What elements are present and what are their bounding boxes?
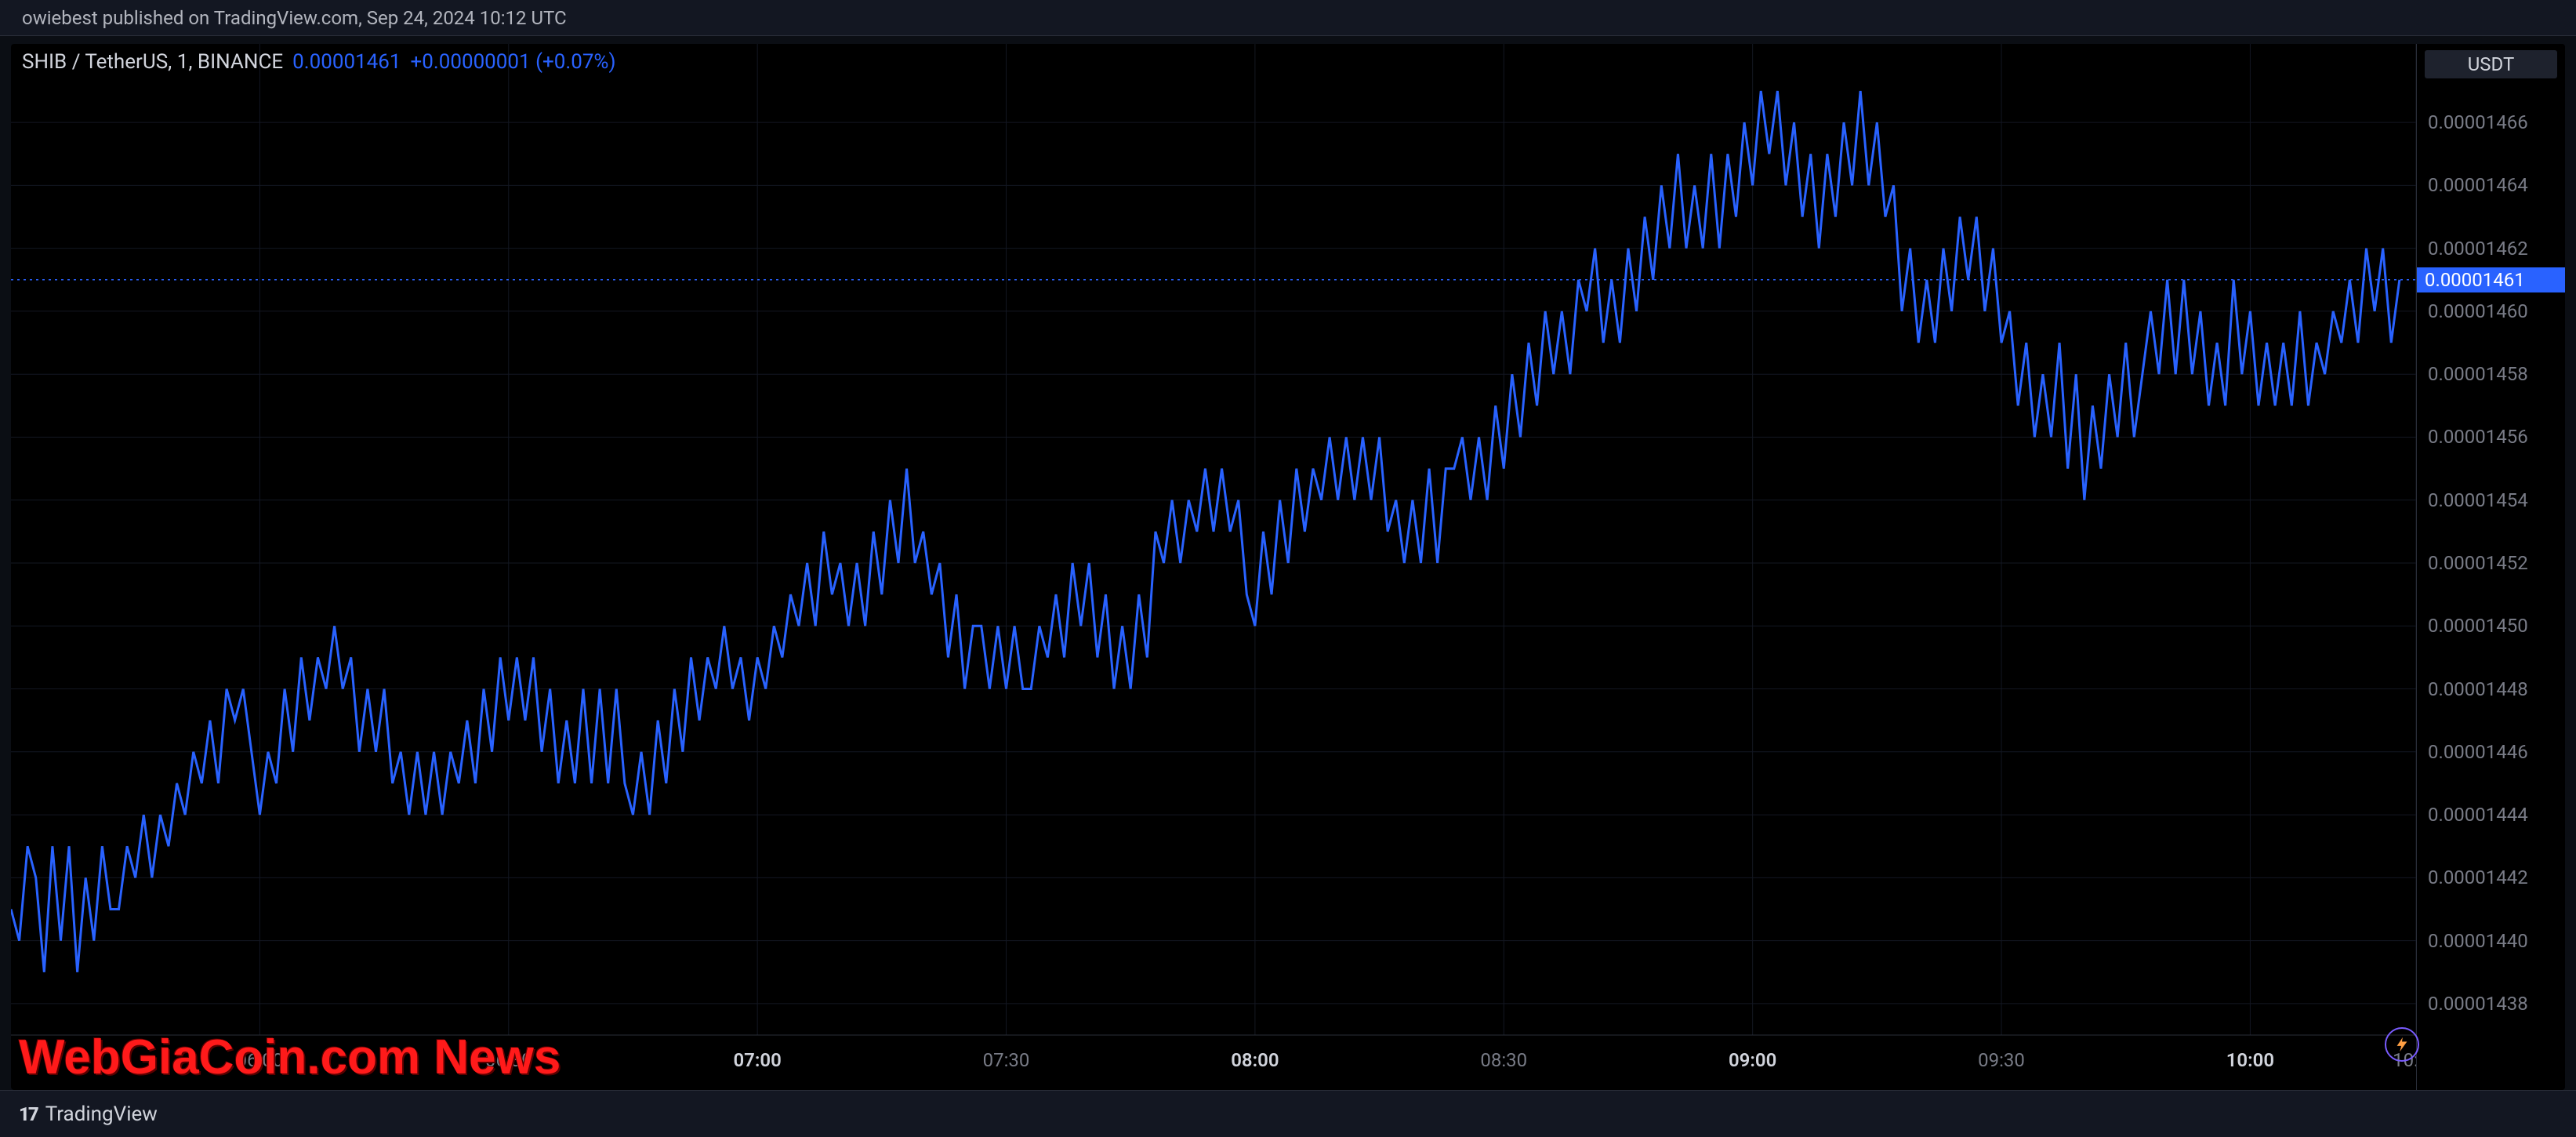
y-axis-label: 0.00001460 [2428, 300, 2528, 322]
y-axis-label: 0.00001450 [2428, 615, 2528, 637]
brand-label: TradingView [45, 1102, 158, 1126]
tv-glyph-icon: 17 [19, 1103, 38, 1125]
publish-info: owiebest published on TradingView.com, S… [22, 7, 567, 29]
chart-legend: SHIB / TetherUS, 1, BINANCE 0.00001461 +… [22, 50, 616, 74]
y-axis-label: 0.00001462 [2428, 238, 2528, 260]
y-axis[interactable]: USDT 0.00001438 0.00001440 0.00001442 0.000… [2416, 44, 2565, 1090]
x-axis-label: 08:00 [1231, 1049, 1279, 1071]
change-label: +0.00000001 (+0.07%) [411, 50, 616, 74]
y-axis-label: 0.00001454 [2428, 489, 2528, 511]
x-axis-label: 09:30 [1978, 1049, 2025, 1071]
tradingview-logo[interactable]: 17 TradingView [19, 1102, 158, 1126]
y-axis-label: 0.00001438 [2428, 993, 2528, 1015]
y-axis-label: 0.00001448 [2428, 678, 2528, 700]
y-axis-label: 0.00001444 [2428, 804, 2528, 826]
y-axis-last-price: 0.00001461 [2417, 267, 2565, 292]
symbol-label[interactable]: SHIB / TetherUS, 1, BINANCE [22, 50, 283, 74]
top-bar: owiebest published on TradingView.com, S… [0, 0, 2576, 36]
y-axis-label: 0.00001456 [2428, 426, 2528, 448]
y-axis-label: 0.00001446 [2428, 741, 2528, 763]
x-axis-label: 07:00 [733, 1049, 781, 1071]
last-price-label: 0.00001461 [292, 50, 401, 74]
x-axis-label: 08:30 [1480, 1049, 1527, 1071]
y-axis-label: 0.00001466 [2428, 111, 2528, 133]
y-axis-label: 0.00001464 [2428, 174, 2528, 196]
y-axis-label: 0.00001442 [2428, 866, 2528, 888]
y-axis-unit[interactable]: USDT [2425, 50, 2557, 78]
y-axis-label: 0.00001440 [2428, 930, 2528, 952]
x-axis-label: 10:00 [2226, 1049, 2274, 1071]
y-axis-label: 0.00001458 [2428, 363, 2528, 385]
plot-area[interactable]: SHIB / TetherUS, 1, BINANCE 0.00001461 +… [11, 44, 2416, 1090]
chart-panel: SHIB / TetherUS, 1, BINANCE 0.00001461 +… [11, 44, 2565, 1090]
y-axis-label: 0.00001452 [2428, 552, 2528, 574]
chart-svg: 06:0006:3007:0007:3008:0008:3009:0009:30… [11, 44, 2416, 1090]
watermark-text: WebGiaCoin.com News [19, 1030, 561, 1085]
x-axis-label: 07:30 [983, 1049, 1030, 1071]
footer-bar: 17 TradingView [0, 1090, 2576, 1137]
flash-icon[interactable] [2385, 1027, 2419, 1062]
x-axis-label: 09:00 [1729, 1049, 1776, 1071]
